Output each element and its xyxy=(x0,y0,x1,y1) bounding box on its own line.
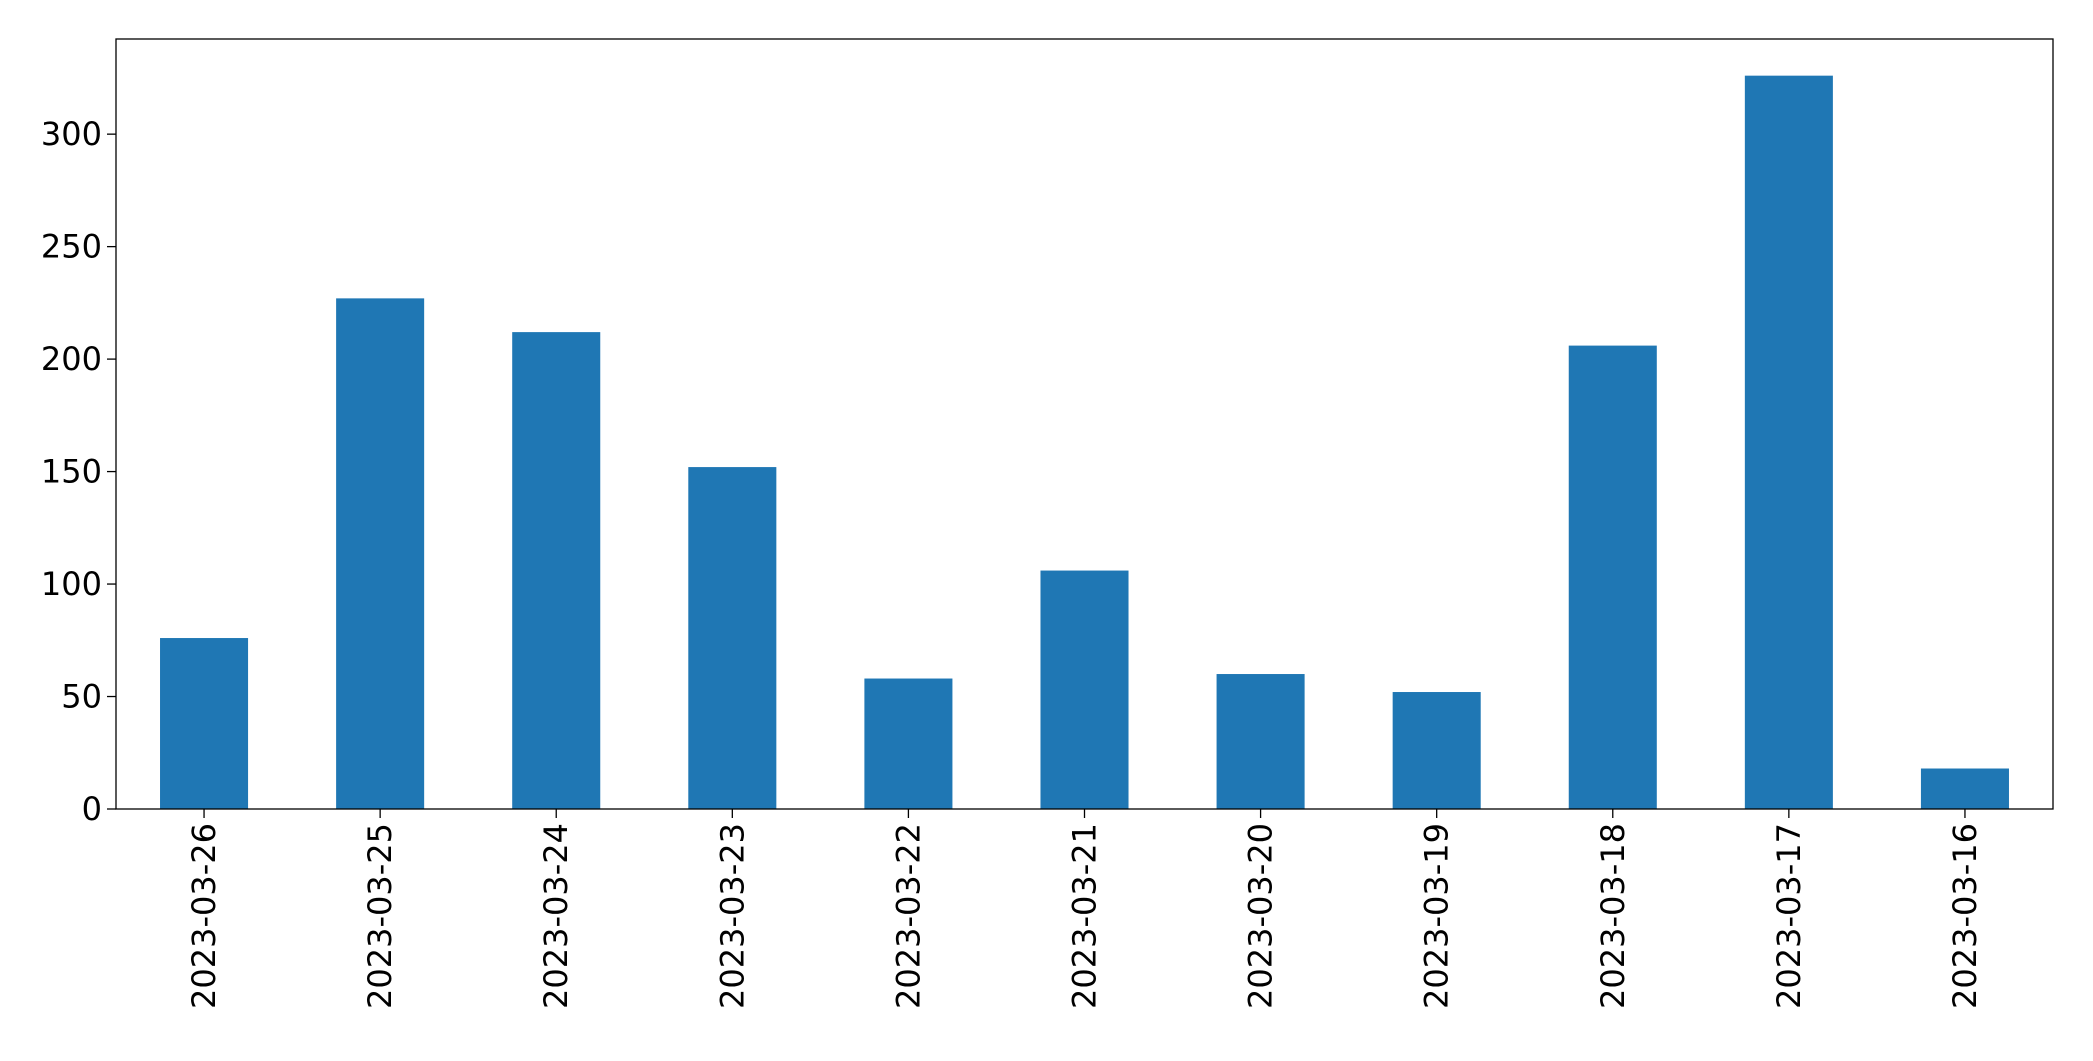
y-tick-label: 100 xyxy=(41,565,102,603)
bar xyxy=(1392,692,1481,809)
x-tick-label: 2023-03-17 xyxy=(1770,823,1808,1009)
y-tick-label: 200 xyxy=(41,340,102,378)
bar xyxy=(160,638,249,809)
x-tick-label: 2023-03-24 xyxy=(537,823,575,1009)
y-tick-label: 250 xyxy=(41,228,102,266)
bar xyxy=(512,332,601,809)
bar xyxy=(864,678,953,809)
x-tick-label: 2023-03-18 xyxy=(1594,823,1632,1009)
y-tick-label: 300 xyxy=(41,115,102,153)
x-tick-label: 2023-03-21 xyxy=(1066,823,1104,1009)
plot-frame xyxy=(115,38,2054,810)
x-tick-label: 2023-03-25 xyxy=(361,823,399,1009)
bar xyxy=(688,467,777,809)
bar xyxy=(1920,768,2009,809)
bar xyxy=(1216,674,1305,809)
bar xyxy=(336,298,425,809)
y-tick-label: 0 xyxy=(82,790,102,828)
y-tick-label: 50 xyxy=(61,678,102,716)
x-tick-label: 2023-03-22 xyxy=(889,823,927,1009)
bar xyxy=(1744,75,1833,809)
x-tick-label: 2023-03-16 xyxy=(1946,823,1984,1009)
x-tick-label: 2023-03-23 xyxy=(713,823,751,1009)
x-tick-label: 2023-03-26 xyxy=(185,823,223,1009)
x-tick-label: 2023-03-20 xyxy=(1242,823,1280,1009)
bar xyxy=(1040,570,1129,809)
y-tick-label: 150 xyxy=(41,453,102,491)
bar xyxy=(1568,345,1657,809)
x-tick-label: 2023-03-19 xyxy=(1418,823,1456,1009)
